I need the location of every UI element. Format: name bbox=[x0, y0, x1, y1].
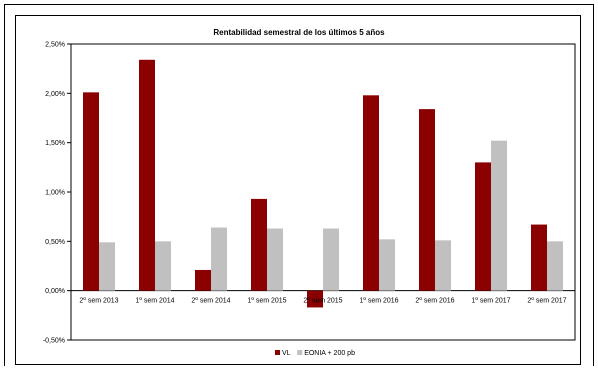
bar-eonia bbox=[211, 227, 227, 291]
bar-vl bbox=[531, 224, 547, 291]
bar-vl bbox=[419, 109, 435, 291]
x-tick-label: 2º sem 2017 bbox=[527, 298, 566, 305]
bar-eonia bbox=[435, 240, 451, 291]
bar-vl bbox=[363, 95, 379, 291]
page-frame-left bbox=[4, 4, 5, 366]
page-frame-top bbox=[4, 4, 594, 5]
y-tick-label: 2,00% bbox=[45, 91, 65, 98]
y-tick-label: 0,00% bbox=[45, 288, 65, 295]
x-tick-label: 1º sem 2017 bbox=[471, 298, 510, 305]
legend-swatch-vl bbox=[275, 350, 280, 355]
legend-swatch-eonia bbox=[297, 350, 303, 355]
x-tick-label: 2º sem 2015 bbox=[303, 298, 342, 305]
x-axis: 2º sem 2013 1º sem 2014 2º sem 2014 1º sem … bbox=[79, 298, 566, 305]
x-tick-label: 1º sem 2016 bbox=[359, 298, 398, 305]
page-frame-right bbox=[593, 4, 594, 366]
bar-vl bbox=[475, 162, 491, 291]
bar-eonia bbox=[323, 228, 339, 291]
legend: VL EONIA + 200 pb bbox=[275, 350, 355, 357]
x-tick-label: 2º sem 2014 bbox=[191, 298, 230, 305]
bar-eonia bbox=[491, 140, 507, 291]
bar-eonia bbox=[379, 239, 395, 291]
bar-chart: Rentabilidad semestral de los últimos 5 … bbox=[43, 28, 576, 357]
x-tick-label: 2º sem 2013 bbox=[79, 298, 118, 305]
bars bbox=[83, 59, 563, 308]
bar-vl bbox=[251, 198, 267, 291]
bar-vl bbox=[83, 92, 99, 291]
bar-vl bbox=[307, 290, 323, 308]
y-tick-label: 1,50% bbox=[45, 140, 65, 147]
chart-container: Rentabilidad semestral de los últimos 5 … bbox=[15, 15, 581, 365]
y-tick-label: -0,50% bbox=[43, 338, 65, 345]
bar-vl bbox=[139, 59, 155, 291]
y-tick-label: 2,50% bbox=[45, 42, 65, 49]
bar-eonia bbox=[547, 241, 563, 291]
x-tick-label: 1º sem 2014 bbox=[135, 298, 174, 305]
legend-label-vl: VL bbox=[282, 350, 291, 357]
bar-vl bbox=[195, 269, 211, 291]
y-tick-label: 0,50% bbox=[45, 239, 65, 246]
x-tick-label: 1º sem 2015 bbox=[247, 298, 286, 305]
bar-eonia bbox=[155, 241, 171, 291]
y-tick-label: 1,00% bbox=[45, 190, 65, 197]
x-tick-label: 2º sem 2016 bbox=[415, 298, 454, 305]
legend-label-eonia: EONIA + 200 pb bbox=[304, 350, 355, 357]
bar-eonia bbox=[99, 242, 115, 291]
chart-title: Rentabilidad semestral de los últimos 5 … bbox=[213, 28, 385, 37]
bar-eonia bbox=[267, 228, 283, 291]
